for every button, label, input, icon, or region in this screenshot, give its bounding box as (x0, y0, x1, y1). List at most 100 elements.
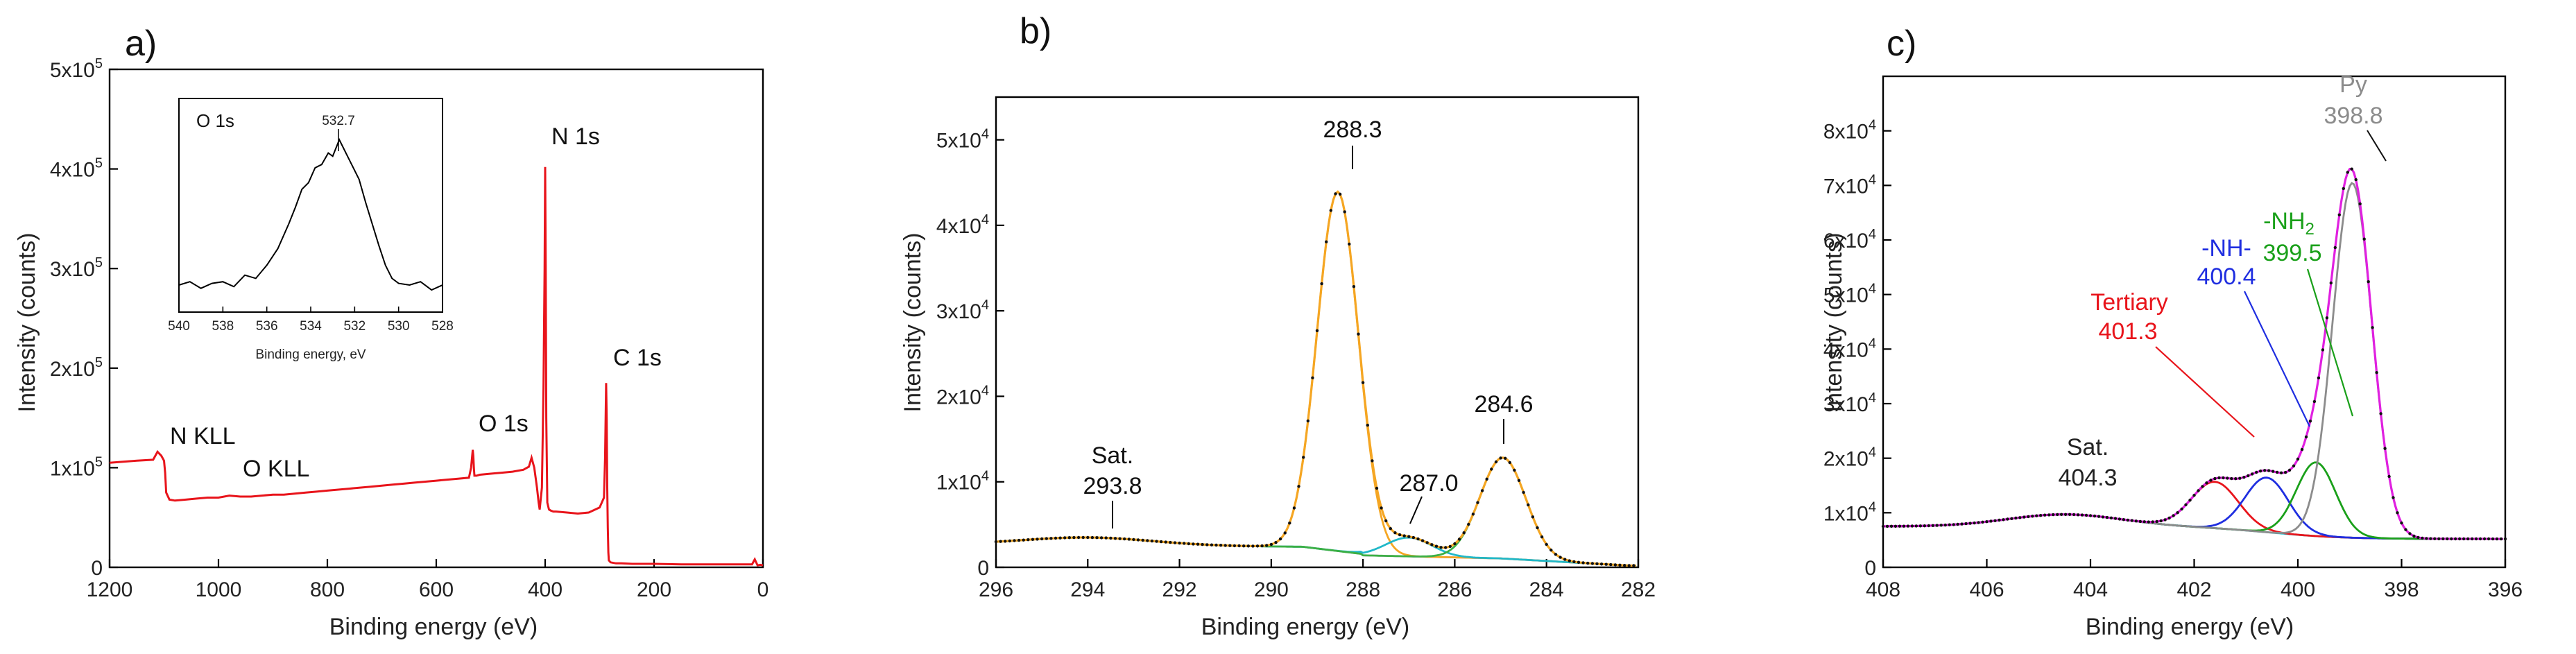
annotation-nh2: -NH2 (2263, 208, 2315, 239)
panel-b-y-tick-label: 0 (977, 557, 989, 580)
panel-c-data-point (2400, 521, 2403, 525)
panel-a-x-tick-label: 0 (757, 578, 769, 601)
panel-c-data-point (2172, 514, 2175, 517)
panel-c-y-tick-label: 4x104 (1823, 336, 1876, 361)
panel-b-data-point (1045, 537, 1049, 540)
panel-b-data-point (1169, 540, 1172, 544)
panel-b-data-point (1192, 542, 1195, 546)
panel-b-data-point (1178, 541, 1181, 545)
panel-a-y-tick-base: 4x10 (50, 159, 95, 182)
panel-c-data-point (2337, 213, 2341, 216)
panel-c-data-point (1964, 522, 1968, 526)
panel-c-n1s-chart: c) 408 406 404 402 400 398 39601x1042x1043x104… (1821, 24, 2523, 640)
panel-c-component-line (1883, 182, 2503, 540)
panel-c-data-point (2018, 516, 2022, 519)
leader-287-0 (1409, 496, 1423, 524)
panel-b-data-point (1407, 535, 1411, 538)
panel-c-data-point (2143, 520, 2146, 524)
panel-b-data-point (1549, 549, 1553, 552)
panel-c-data-point (2329, 281, 2333, 285)
panel-c-data-point (2242, 476, 2246, 479)
panel-c-y-tick-base: 3x10 (1823, 393, 1869, 416)
panel-c-data-point (2437, 537, 2441, 541)
panel-a-x-tick-label: 800 (310, 578, 345, 601)
panel-c-data-point (2503, 537, 2507, 541)
panel-b-data-point (1554, 553, 1558, 556)
panel-c-x-axis-title: Binding energy (eV) (2086, 614, 2294, 640)
panel-b-data-point (1246, 544, 1251, 548)
panel-a-survey-chart: a) 1200 1000 800 600 400 200 001x1052x1053x105… (14, 24, 768, 640)
panel-b-x-tick-label: 282 (1621, 578, 1656, 601)
panel-c-data-point (2176, 511, 2179, 515)
panel-b-data-point (1260, 544, 1264, 548)
panel-c-data-point (1943, 523, 1947, 527)
panel-b-data-point (1155, 540, 1158, 543)
panel-b-data-point (1205, 543, 1209, 547)
panel-b-data-point (1017, 538, 1021, 542)
panel-b-plot: 296 294 292 290 288 286 284 28201x1042x1043x104… (936, 96, 1656, 601)
panel-b-data-point (1361, 381, 1365, 384)
panel-c-data-point (2105, 515, 2109, 519)
panel-c-data-point (1889, 524, 1894, 528)
panel-c-data-point (2404, 528, 2407, 531)
annotation-287-0: 287.0 (1399, 470, 1458, 497)
panel-c-x-tick-label: 400 (2281, 578, 2315, 601)
panel-b-data-point (1173, 541, 1177, 544)
panel-c-y-tick-label: 2x104 (1823, 445, 1876, 471)
panel-c-data-point (2010, 517, 2013, 520)
panel-c-data-point (2031, 515, 2034, 518)
panel-b-data-point (1411, 535, 1416, 540)
panel-c-data-point (2392, 496, 2395, 499)
panel-b-data-point (1380, 506, 1383, 510)
panel-b-x-tick-label: 294 (1070, 578, 1105, 601)
panel-a-y-tick-exp: 5 (95, 454, 103, 470)
panel-b-data-point (1228, 544, 1232, 547)
panel-c-data-point (2433, 537, 2437, 540)
panel-b-data-point (1004, 540, 1007, 543)
panel-c-envelope-line (1883, 167, 2503, 540)
panel-c-data-point (2325, 316, 2329, 320)
panel-b-data-point (1283, 531, 1287, 535)
panel-c-data-point (2130, 519, 2133, 522)
panel-b-data-point (1292, 506, 1296, 510)
annotation-404-3: 404.3 (2058, 465, 2117, 491)
panel-b-data-point (1219, 544, 1223, 547)
panel-c-data-point (2478, 537, 2482, 541)
panel-c-data-point (2416, 535, 2420, 540)
panel-b-data-point (1448, 544, 1452, 549)
panel-b-data-point (1508, 461, 1511, 465)
panel-b-data-point (1113, 537, 1117, 540)
annotation-o-kll: O KLL (243, 456, 309, 482)
panel-b-data-point (1325, 240, 1328, 243)
panel-c-y-tick-label: 6x104 (1823, 227, 1876, 252)
panel-b-data-point (1063, 536, 1067, 540)
panel-c-data-point (1956, 522, 1959, 526)
inset-o1s-chart: O 1s 532.7 Binding energy, eV 540 538 536 5… (168, 98, 454, 362)
panel-b-data-point (1467, 522, 1470, 526)
panel-c-data-point (2205, 481, 2208, 485)
panel-c-y-tick-exp: 4 (1869, 499, 1876, 515)
panel-c-data-point (2201, 485, 2204, 488)
panel-b-data-point (1036, 537, 1039, 541)
panel-c-data-point (1881, 524, 1885, 528)
inset-x-tick-label: 530 (388, 319, 410, 334)
panel-b-data-point (1278, 537, 1282, 541)
annotation-293-8: 293.8 (1083, 473, 1142, 499)
panel-c-data-point (2279, 471, 2283, 474)
panel-b-data-point (1572, 560, 1576, 564)
panel-c-data-point (2259, 470, 2262, 473)
panel-c-y-tick-exp: 4 (1869, 227, 1876, 242)
panel-b-data-point (1095, 536, 1099, 540)
panel-c-data-point (1989, 519, 1993, 523)
panel-c-data-point (2454, 537, 2457, 541)
panel-c-data-point (2251, 472, 2254, 476)
panel-c-data-point (2109, 516, 2113, 519)
inset-x-tick-label: 540 (168, 319, 190, 334)
panel-a-y-tick-exp: 5 (95, 355, 103, 370)
panel-a-y-tick-exp: 5 (95, 255, 103, 270)
panel-c-data-point (2222, 476, 2225, 480)
panel-c-y-tick-base: 2x10 (1823, 448, 1869, 471)
panel-b-x-tick-label: 290 (1254, 578, 1289, 601)
panel-c-data-point (2093, 514, 2097, 518)
panel-c-data-point (2147, 520, 2150, 524)
